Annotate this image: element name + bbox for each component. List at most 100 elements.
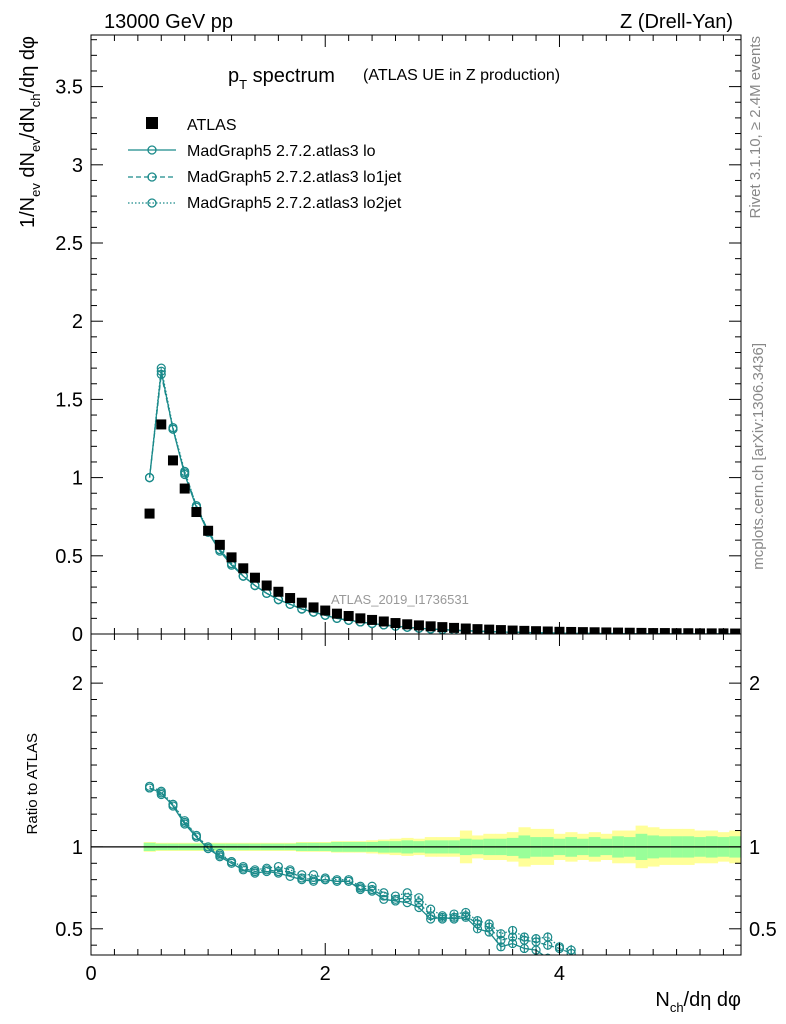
y-tick-label-ratio-right: 0.5 bbox=[749, 919, 777, 941]
y-tick-label-main: 1 bbox=[72, 468, 83, 490]
atlas-data-point bbox=[156, 419, 167, 430]
mcplots-label: mcplots.cern.ch [arXiv:1306.3436] bbox=[750, 343, 767, 570]
atlas-data-point bbox=[367, 614, 378, 625]
atlas-data-point bbox=[203, 525, 214, 536]
atlas-data-point bbox=[167, 455, 178, 466]
ratio-series-point-3 bbox=[379, 888, 389, 898]
x-axis-label: Nch/dη dφ bbox=[655, 989, 741, 1015]
x-tick-label: 2 bbox=[320, 963, 331, 985]
atlas-data-point bbox=[179, 483, 190, 494]
ratio-series-point-2 bbox=[402, 893, 412, 903]
plot-title: pT spectrum bbox=[228, 65, 335, 92]
atlas-data-point bbox=[402, 619, 413, 630]
ratio-series-point-3 bbox=[180, 816, 190, 826]
atlas-data-point bbox=[449, 622, 460, 633]
y-tick-label-main: 2 bbox=[72, 311, 83, 333]
ratio-series-point-1 bbox=[544, 953, 551, 955]
ratio-series-point-2 bbox=[297, 873, 307, 883]
ratio-series-point-3 bbox=[262, 863, 272, 873]
legend-label-atlas: ATLAS bbox=[187, 117, 237, 134]
ratio-series-point-3 bbox=[390, 891, 401, 901]
ratio-series-point-3 bbox=[344, 875, 354, 885]
atlas-data-point bbox=[355, 613, 366, 624]
main-series-point-3 bbox=[168, 422, 178, 433]
ratio-series-point-3 bbox=[484, 919, 494, 929]
atlas-data-point bbox=[144, 508, 155, 519]
atlas-data-point bbox=[226, 552, 237, 563]
ratio-series-point-2 bbox=[367, 884, 377, 895]
y-tick-label-ratio-right: 2 bbox=[749, 673, 760, 695]
atlas-data-point bbox=[706, 628, 717, 634]
x-tick-label: 4 bbox=[554, 963, 565, 985]
ratio-series-point-2 bbox=[379, 891, 389, 901]
atlas-data-point bbox=[730, 628, 741, 634]
atlas-data-point bbox=[519, 625, 530, 634]
title-p: p bbox=[228, 65, 239, 87]
ratio-series-point-3 bbox=[508, 925, 518, 936]
atlas-data-point bbox=[566, 626, 577, 634]
ratio-series-point-3 bbox=[215, 848, 225, 859]
header-right: Z (Drell-Yan) bbox=[620, 11, 733, 33]
atlas-data-point bbox=[413, 620, 424, 631]
legend-label-lo1jet: MadGraph5 2.7.2.atlas3 lo1jet bbox=[187, 169, 402, 186]
ratio-series-point-3 bbox=[226, 857, 237, 867]
atlas-data-point bbox=[308, 602, 319, 613]
atlas-data-point bbox=[495, 625, 506, 634]
y-axis-label-ratio: Ratio to ATLAS bbox=[24, 733, 41, 834]
legend: ATLAS MadGraph5 2.7.2.atlas3 lo MadGraph… bbox=[128, 117, 402, 212]
y-axis-label-main: 1/Nev dNev/dNch/dη dφ bbox=[17, 36, 43, 228]
atlas-data-point bbox=[331, 608, 342, 619]
atlas-data-point bbox=[378, 616, 389, 627]
legend-marker-lo1jet bbox=[147, 172, 157, 182]
ratio-series-point-3 bbox=[367, 881, 377, 891]
atlas-data-point bbox=[472, 624, 483, 634]
ratio-series-point-3 bbox=[297, 870, 307, 880]
ratio-series-point-3 bbox=[449, 909, 459, 919]
ratio-plot-area bbox=[144, 781, 576, 967]
ratio-series-point-3 bbox=[332, 875, 342, 885]
atlas-data-point bbox=[589, 627, 600, 634]
atlas-data-point bbox=[343, 611, 354, 622]
ratio-series-line-2 bbox=[149, 787, 572, 954]
ratio-series-point-1 bbox=[285, 871, 295, 881]
ratio-series-point-2 bbox=[156, 789, 166, 800]
ratio-frame bbox=[90, 633, 742, 956]
ratio-series-point-3 bbox=[156, 786, 166, 796]
main-series-point-3 bbox=[156, 363, 166, 373]
y-tick-label-main: 3 bbox=[72, 155, 83, 177]
main-series-point-3 bbox=[144, 473, 155, 483]
ratio-series-point-3 bbox=[414, 893, 424, 903]
legend-marker-lo bbox=[147, 145, 157, 155]
main-series-point-3 bbox=[180, 466, 190, 476]
y-tick-label-main: 1.5 bbox=[55, 389, 83, 411]
atlas-data-point bbox=[261, 580, 272, 591]
ratio-series-point-3 bbox=[308, 870, 319, 880]
ratio-series-point-3 bbox=[426, 904, 436, 914]
ratio-series-line-3 bbox=[149, 785, 572, 951]
header-left: 13000 GeV pp bbox=[104, 11, 233, 33]
atlas-data-point bbox=[425, 621, 436, 632]
ratio-series-point-3 bbox=[168, 799, 178, 809]
ratio-series-point-2 bbox=[426, 911, 436, 921]
ratio-series-point-3 bbox=[320, 873, 330, 883]
ratio-series-point-3 bbox=[437, 911, 447, 921]
ratio-series-point-2 bbox=[273, 866, 283, 877]
atlas-data-point bbox=[214, 539, 225, 550]
atlas-data-point bbox=[683, 628, 694, 634]
ratio-series-point-3 bbox=[144, 781, 155, 791]
atlas-data-point bbox=[296, 597, 307, 608]
atlas-data-point bbox=[273, 586, 284, 597]
analysis-watermark: ATLAS_2019_I1736531 bbox=[331, 592, 469, 607]
ratio-series-point-2 bbox=[543, 940, 553, 950]
ratio-series-point-1 bbox=[519, 943, 529, 954]
ratio-series-point-3 bbox=[285, 865, 295, 875]
ratio-series-point-1 bbox=[402, 897, 412, 908]
ratio-series-point-1 bbox=[567, 959, 575, 967]
ratio-series-point-3 bbox=[191, 830, 202, 841]
atlas-data-point bbox=[238, 563, 249, 574]
ratio-series-point-3 bbox=[496, 929, 506, 939]
legend-marker-lo2jet bbox=[147, 198, 157, 208]
atlas-data-point bbox=[249, 572, 260, 583]
plot-subtitle: (ATLAS UE in Z production) bbox=[363, 67, 560, 84]
